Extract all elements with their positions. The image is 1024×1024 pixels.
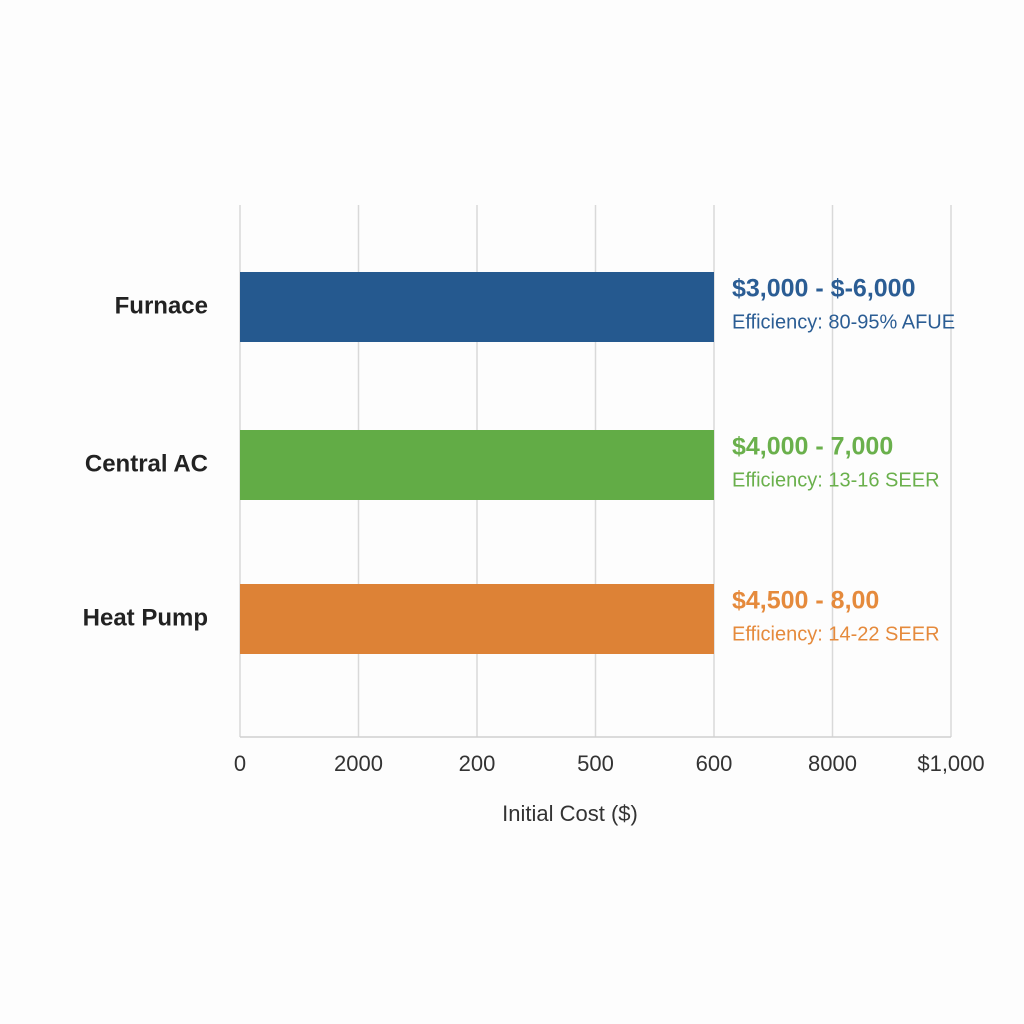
x-tick-label: 8000 — [808, 751, 857, 776]
annotation-detail: Efficiency: 13-16 SEER — [732, 469, 940, 491]
bar — [240, 584, 714, 654]
annotation-title: $4,500 - 8,00 — [732, 587, 879, 615]
x-tick-label: $1,000 — [917, 751, 984, 776]
x-tick-label: 200 — [459, 751, 496, 776]
annotation-title: $3,000 - $-6,000 — [732, 275, 915, 303]
x-axis-label: Initial Cost ($) — [502, 801, 638, 826]
x-tick-label: 2000 — [334, 751, 383, 776]
annotation-detail: Efficiency: 80-95% AFUE — [732, 311, 955, 333]
annotation-detail: Efficiency: 14-22 SEER — [732, 623, 940, 645]
bar — [240, 272, 714, 342]
annotation-title: $4,000 - 7,000 — [732, 433, 893, 461]
y-tick-label: Heat Pump — [83, 604, 208, 631]
y-tick-label: Furnace — [115, 292, 208, 319]
x-tick-label: 0 — [234, 751, 246, 776]
x-tick-label: 600 — [696, 751, 733, 776]
bar — [240, 430, 714, 500]
y-tick-label: Central AC — [85, 450, 208, 477]
x-tick-label: 500 — [577, 751, 614, 776]
